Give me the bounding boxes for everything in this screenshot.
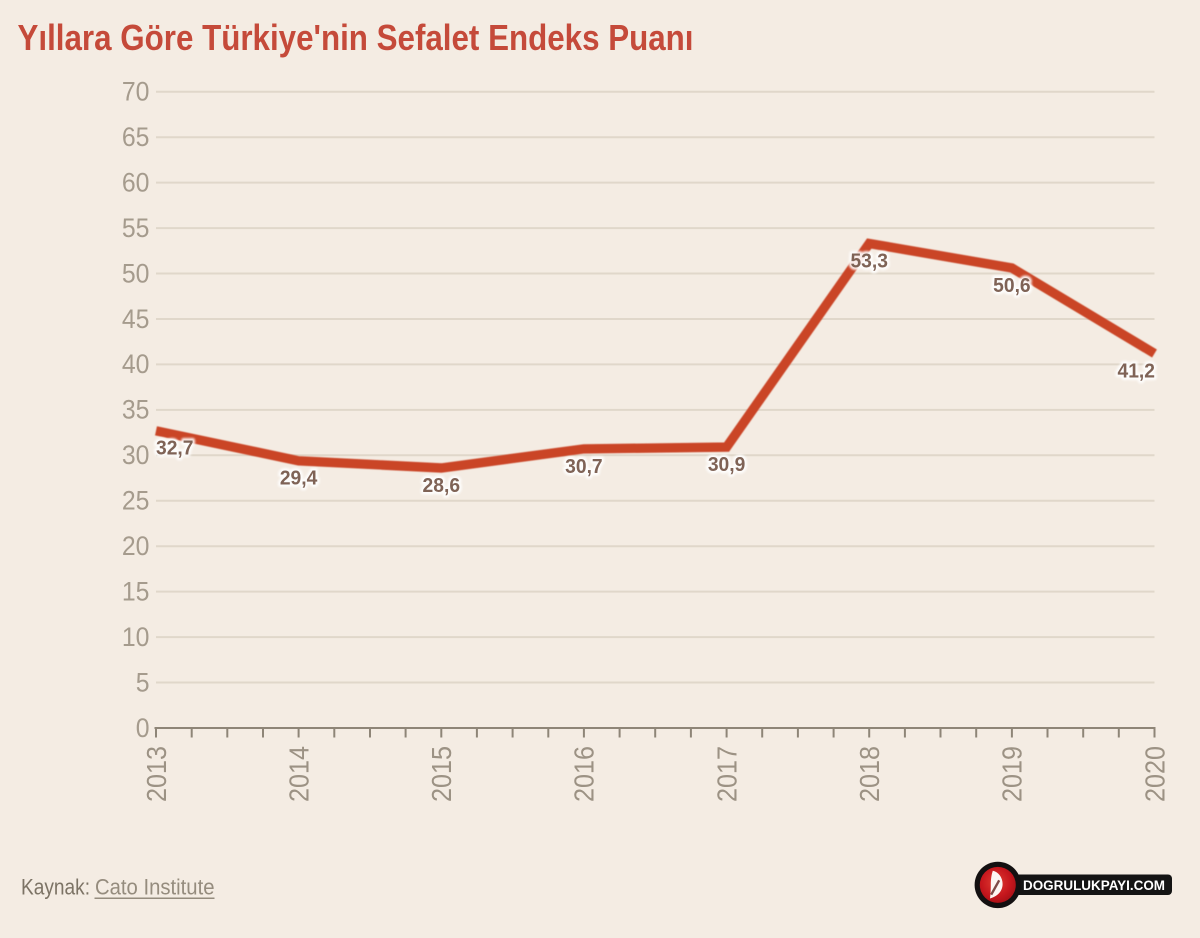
svg-text:2020: 2020 — [1139, 746, 1170, 802]
svg-text:10: 10 — [122, 622, 150, 652]
svg-text:50,6: 50,6 — [993, 275, 1031, 297]
svg-text:29,4: 29,4 — [280, 468, 318, 490]
svg-text:30,9: 30,9 — [708, 454, 746, 476]
svg-text:60: 60 — [122, 167, 150, 197]
svg-text:2018: 2018 — [854, 746, 885, 802]
svg-text:40: 40 — [122, 349, 150, 379]
svg-text:28,6: 28,6 — [423, 475, 461, 497]
svg-text:32,7: 32,7 — [156, 438, 194, 460]
svg-text:29,4: 29,4 — [280, 468, 318, 490]
svg-text:53,3: 53,3 — [850, 250, 888, 272]
svg-text:Yıllara Göre Türkiye'nin Sefal: Yıllara Göre Türkiye'nin Sefalet Endeks … — [18, 17, 694, 58]
svg-text:30,7: 30,7 — [565, 456, 603, 478]
svg-text:32,7: 32,7 — [156, 438, 194, 460]
svg-text:2014: 2014 — [283, 746, 314, 802]
svg-text:50,6: 50,6 — [993, 275, 1031, 297]
svg-text:2013: 2013 — [141, 746, 172, 802]
svg-text:41,2: 41,2 — [1118, 360, 1156, 382]
svg-text:2016: 2016 — [569, 746, 600, 802]
svg-text:30: 30 — [122, 440, 150, 470]
svg-text:5: 5 — [136, 667, 150, 697]
svg-text:53,3: 53,3 — [850, 250, 888, 272]
svg-text:15: 15 — [122, 576, 150, 606]
svg-text:70: 70 — [122, 77, 150, 107]
svg-text:50: 50 — [122, 258, 150, 288]
svg-text:2019: 2019 — [997, 746, 1028, 802]
svg-text:DOGRULUKPAYI.COM: DOGRULUKPAYI.COM — [1023, 878, 1165, 894]
svg-text:28,6: 28,6 — [423, 475, 461, 497]
svg-text:2017: 2017 — [711, 746, 742, 802]
svg-text:25: 25 — [122, 486, 150, 516]
svg-text:Kaynak:: Kaynak: — [21, 875, 90, 900]
svg-text:20: 20 — [122, 531, 150, 561]
svg-text:41,2: 41,2 — [1118, 360, 1156, 382]
svg-text:30,7: 30,7 — [565, 456, 603, 478]
svg-text:Cato Institute: Cato Institute — [95, 875, 215, 900]
svg-text:55: 55 — [122, 213, 150, 243]
svg-text:0: 0 — [136, 713, 150, 743]
svg-text:2015: 2015 — [426, 746, 457, 802]
svg-text:30,9: 30,9 — [708, 454, 746, 476]
svg-text:65: 65 — [122, 122, 150, 152]
svg-text:35: 35 — [122, 395, 150, 425]
svg-text:45: 45 — [122, 304, 150, 334]
